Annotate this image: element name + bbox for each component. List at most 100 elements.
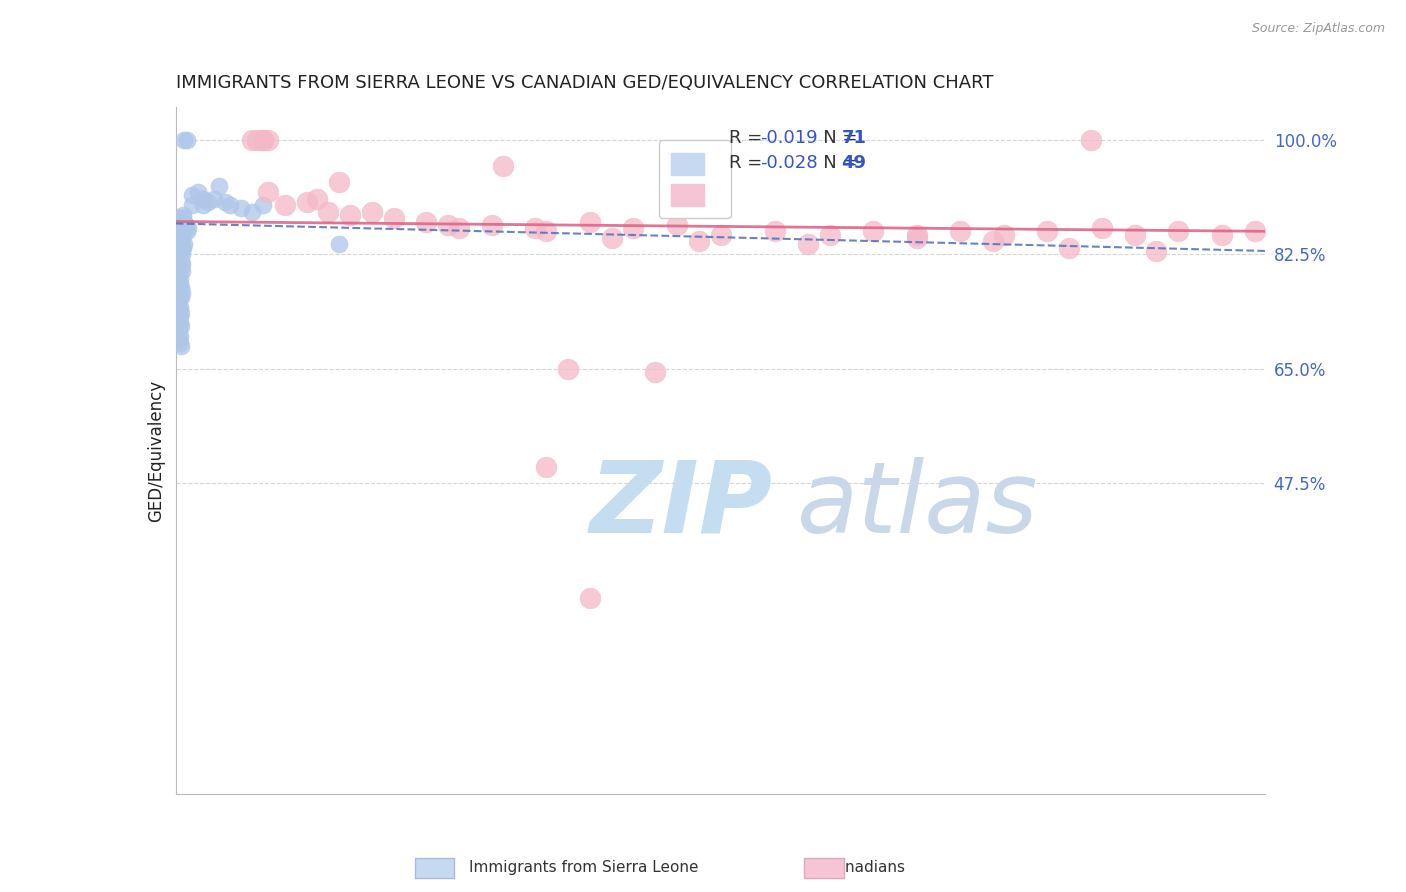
Text: ZIP: ZIP [591, 457, 773, 554]
Point [169, 247, 191, 261]
Point [437, 218, 460, 232]
Point [1123, 227, 1146, 242]
Point [167, 322, 190, 336]
Text: Canadians: Canadians [825, 860, 904, 874]
Point [214, 194, 236, 209]
Point [307, 192, 329, 206]
Point [644, 365, 666, 379]
Point [710, 227, 733, 242]
Text: IMMIGRANTS FROM SIERRA LEONE VS CANADIAN GED/EQUIVALENCY CORRELATION CHART: IMMIGRANTS FROM SIERRA LEONE VS CANADIAN… [176, 74, 993, 92]
Point [172, 241, 194, 255]
Point [905, 231, 928, 245]
Point [172, 257, 194, 271]
Point [167, 293, 190, 307]
Point [172, 247, 194, 261]
Text: 71: 71 [842, 129, 866, 147]
Point [176, 133, 198, 147]
Point [169, 335, 191, 350]
Point [797, 237, 820, 252]
Point [173, 237, 195, 252]
Point [169, 234, 191, 248]
Point [197, 194, 219, 209]
Point [524, 221, 547, 235]
Point [169, 283, 191, 297]
Point [1167, 224, 1189, 238]
Point [246, 133, 269, 147]
Point [167, 296, 190, 310]
Point [167, 277, 190, 291]
Point [167, 211, 190, 226]
Point [170, 253, 193, 268]
Point [169, 224, 191, 238]
Point [240, 133, 263, 147]
Point [169, 316, 191, 330]
Point [688, 234, 710, 248]
Point [172, 286, 194, 301]
Point [361, 204, 384, 219]
Point [981, 234, 1004, 248]
Point [170, 227, 193, 242]
Point [167, 227, 190, 242]
Point [169, 244, 191, 258]
Point [295, 194, 318, 209]
Point [186, 185, 209, 199]
Point [167, 332, 190, 346]
Point [169, 310, 191, 324]
Point [172, 214, 194, 228]
Text: -0.028: -0.028 [759, 154, 817, 172]
Point [167, 312, 190, 326]
Point [170, 221, 193, 235]
Point [763, 224, 786, 238]
Point [492, 159, 515, 173]
Point [170, 280, 193, 294]
Point [172, 208, 194, 222]
Point [447, 221, 470, 235]
Text: N =: N = [806, 154, 863, 172]
Point [173, 133, 195, 147]
Point [481, 218, 503, 232]
Point [666, 218, 689, 232]
Point [167, 251, 190, 265]
Point [415, 214, 437, 228]
Point [252, 133, 274, 147]
Point [328, 175, 350, 189]
Point [170, 241, 193, 255]
Point [167, 326, 190, 340]
Point [181, 198, 204, 212]
Point [219, 198, 242, 212]
Point [170, 237, 193, 252]
Point [174, 218, 197, 232]
Point [169, 257, 191, 271]
Point [231, 202, 253, 216]
Point [534, 459, 557, 474]
Point [382, 211, 405, 226]
Point [1091, 221, 1114, 235]
Point [169, 329, 191, 343]
Text: R =: R = [730, 154, 768, 172]
Text: R =: R = [730, 129, 768, 147]
Point [257, 185, 280, 199]
Point [170, 339, 193, 353]
Point [202, 192, 225, 206]
Point [252, 198, 274, 212]
Point [176, 224, 198, 238]
Point [167, 253, 190, 268]
Point [534, 224, 557, 238]
Point [172, 263, 194, 277]
Text: 49: 49 [842, 154, 866, 172]
Point [181, 188, 204, 202]
Point [172, 211, 194, 226]
Point [905, 227, 928, 242]
Point [318, 204, 340, 219]
Point [949, 224, 972, 238]
Point [169, 218, 191, 232]
Text: Source: ZipAtlas.com: Source: ZipAtlas.com [1251, 22, 1385, 36]
Point [170, 306, 193, 320]
Text: N =: N = [806, 129, 863, 147]
Point [167, 302, 190, 317]
Point [252, 133, 274, 147]
Point [1059, 241, 1081, 255]
Point [579, 591, 602, 605]
Point [167, 267, 190, 281]
Y-axis label: GED/Equivalency: GED/Equivalency [146, 379, 165, 522]
